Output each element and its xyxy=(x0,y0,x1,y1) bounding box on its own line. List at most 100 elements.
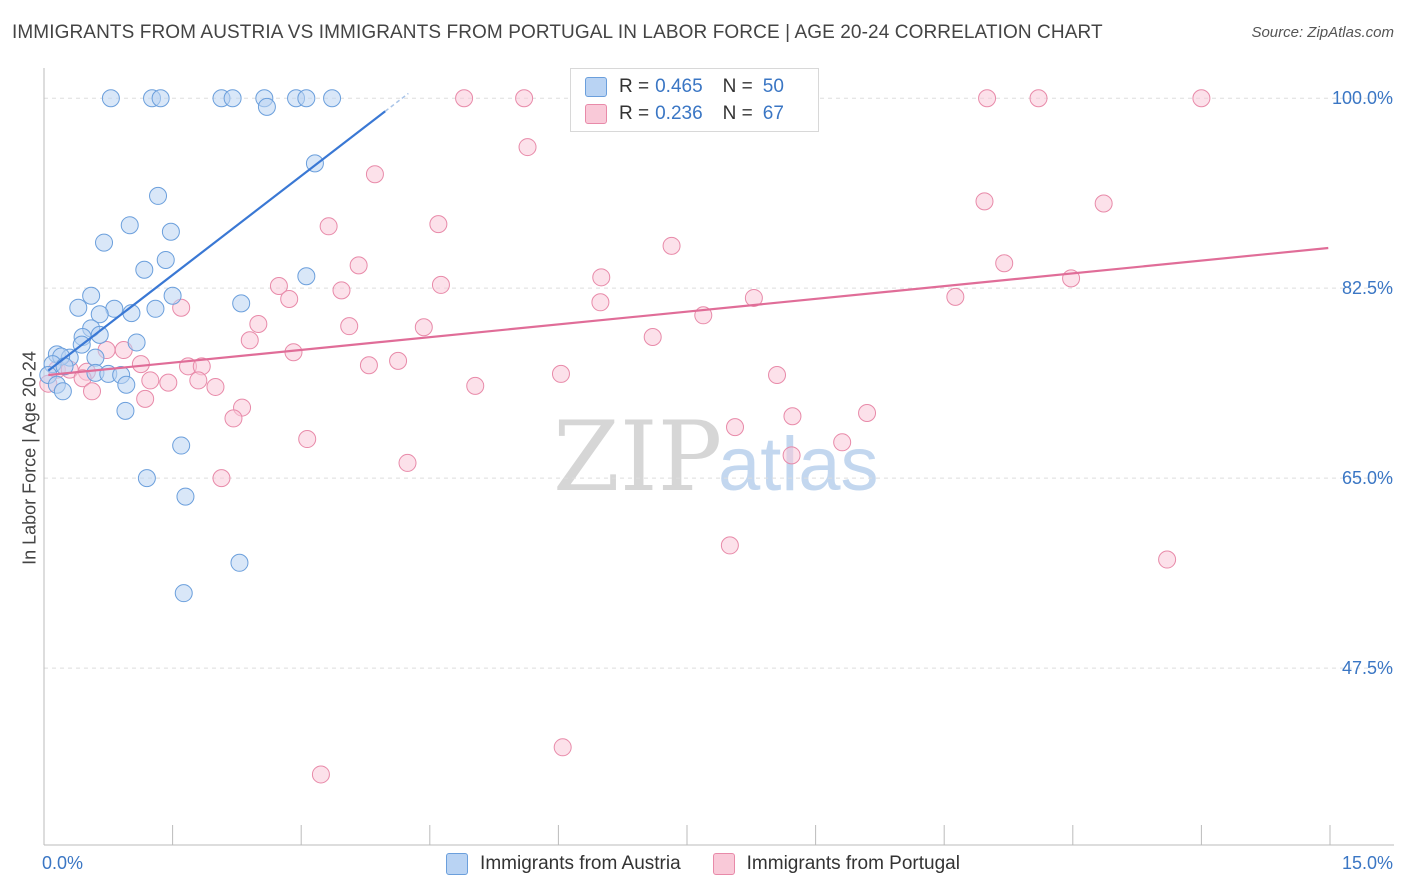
austria-point xyxy=(90,305,109,324)
austria-point xyxy=(156,250,175,269)
portugal-point xyxy=(858,403,877,422)
portugal-point xyxy=(224,409,243,428)
portugal-point xyxy=(1029,89,1048,108)
portugal-point xyxy=(189,371,208,390)
portugal-point xyxy=(398,453,417,472)
austria-point xyxy=(86,348,105,367)
portugal-point xyxy=(298,430,317,449)
portugal-point xyxy=(720,536,739,555)
austria-point xyxy=(53,382,72,401)
legend-r-label: R = xyxy=(619,103,650,124)
portugal-point xyxy=(975,192,994,211)
portugal-point xyxy=(1158,550,1177,569)
portugal-point xyxy=(726,418,745,437)
portugal-trend-line xyxy=(48,246,1329,377)
portugal-point xyxy=(340,317,359,336)
legend-r-value: 0.236 xyxy=(655,103,703,124)
legend-swatch-portugal xyxy=(585,104,607,124)
portugal-point xyxy=(332,281,351,300)
legend-swatch-portugal xyxy=(712,853,735,875)
portugal-point xyxy=(466,376,485,395)
legend-r-label: R = xyxy=(619,76,650,97)
portugal-point xyxy=(212,469,231,488)
portugal-point xyxy=(978,89,997,108)
legend-row-portugal: R = 0.236 N = 67 xyxy=(585,103,784,125)
portugal-point xyxy=(414,318,433,337)
austria-point xyxy=(161,222,180,241)
legend-r-value: 0.465 xyxy=(655,76,703,97)
portugal-point xyxy=(662,236,681,255)
portugal-point xyxy=(515,89,534,108)
austria-point xyxy=(323,89,342,108)
y-tick-label: 100.0% xyxy=(1332,88,1393,108)
portugal-point xyxy=(280,290,299,309)
portugal-point xyxy=(319,217,338,236)
legend-swatch-austria xyxy=(446,853,469,875)
legend-item-austria: Immigrants from Austria xyxy=(446,853,681,875)
portugal-point xyxy=(365,165,384,184)
portugal-point xyxy=(83,382,102,401)
gridlines xyxy=(44,97,1394,669)
legend-n-label: N = xyxy=(722,103,753,124)
portugal-point xyxy=(553,738,572,757)
portugal-point xyxy=(240,331,259,350)
y-tick-label: 47.5% xyxy=(1342,658,1393,678)
portugal-point xyxy=(782,446,801,465)
portugal-point xyxy=(311,765,330,784)
portugal-point xyxy=(1094,194,1113,213)
portugal-point xyxy=(643,328,662,347)
legend-n-value: 67 xyxy=(762,103,784,124)
y-tick-labels: 47.5% 65.0% 82.5% 100.0% xyxy=(1332,88,1393,678)
portugal-point xyxy=(389,351,408,370)
axes xyxy=(43,68,1394,846)
watermark-atlas: atlas xyxy=(718,422,879,507)
austria-point xyxy=(82,286,101,305)
austria-point xyxy=(95,233,114,252)
austria-point xyxy=(120,216,139,235)
series-legend: Immigrants from Austria Immigrants from … xyxy=(0,853,1406,875)
austria-point xyxy=(127,333,146,352)
austria-point xyxy=(146,299,165,318)
portugal-point xyxy=(159,373,178,392)
portugal-point xyxy=(591,293,610,312)
watermark: ZIP atlas xyxy=(553,401,879,513)
portugal-point xyxy=(429,215,448,234)
portugal-point xyxy=(431,275,450,294)
portugal-point xyxy=(833,433,852,452)
y-tick-label: 65.0% xyxy=(1342,468,1393,488)
source-label: Source: ZipAtlas.com xyxy=(1251,24,1394,41)
legend-label-portugal: Immigrants from Portugal xyxy=(746,853,960,874)
legend-n-label: N = xyxy=(722,76,753,97)
portugal-point xyxy=(995,254,1014,273)
portugal-point xyxy=(1192,89,1211,108)
portugal-point xyxy=(249,314,268,333)
austria-point xyxy=(230,553,249,572)
portugal-point xyxy=(768,366,787,385)
portugal-point xyxy=(359,356,378,375)
legend-n-value: 50 xyxy=(762,76,784,97)
austria-point xyxy=(172,436,191,455)
austria-point xyxy=(257,97,276,116)
x-tick-label-max: 15.0% xyxy=(1341,853,1393,873)
portugal-point xyxy=(206,377,225,396)
portugal-point xyxy=(946,287,965,306)
legend-row-austria: R = 0.465 N = 50 xyxy=(585,76,784,98)
portugal-point xyxy=(455,89,474,108)
portugal-point xyxy=(518,138,537,157)
legend-label-austria: Immigrants from Austria xyxy=(480,853,681,874)
austria-trend-line xyxy=(47,110,386,372)
austria-point xyxy=(163,286,182,305)
austria-point xyxy=(223,89,242,108)
portugal-point xyxy=(783,407,802,426)
watermark-zip: ZIP xyxy=(553,401,722,513)
portugal-point xyxy=(141,371,160,390)
austria-point xyxy=(135,260,154,279)
austria-point xyxy=(101,89,120,108)
y-tick-label: 82.5% xyxy=(1342,278,1393,298)
correlation-legend: R = 0.465 N = 50 R = 0.236 N = 67 xyxy=(570,68,819,132)
austria-point xyxy=(232,294,251,313)
austria-point xyxy=(137,469,156,488)
austria-point xyxy=(151,89,170,108)
austria-point xyxy=(149,186,168,205)
